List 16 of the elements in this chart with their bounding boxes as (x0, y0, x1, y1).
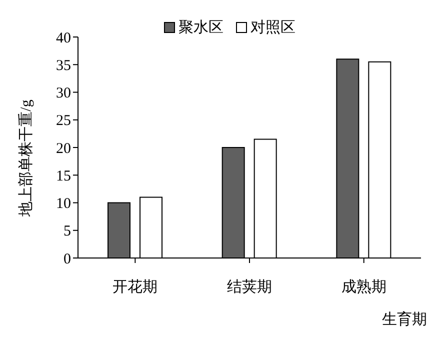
y-tick-label: 5 (64, 224, 71, 240)
x-axis-title: 生育期 (382, 310, 427, 329)
legend-label: 聚水区 (178, 18, 224, 37)
x-tick-label: 开花期 (112, 278, 158, 296)
y-tick-label: 15 (56, 168, 71, 184)
y-tick-label: 20 (56, 140, 71, 157)
y-tick-label: 0 (64, 251, 71, 268)
x-tick-label: 成熟期 (341, 278, 386, 296)
y-tick-label: 35 (56, 58, 71, 74)
x-tick-label: 结荚期 (227, 278, 272, 296)
y-tick-label: 40 (56, 30, 71, 46)
y-tick-label: 10 (56, 196, 71, 212)
legend-label: 对照区 (250, 18, 296, 37)
y-tick-label: 25 (56, 113, 71, 130)
y-axis-title: 地上部单株干重/g (17, 100, 36, 216)
y-tick-label: 30 (56, 86, 71, 102)
